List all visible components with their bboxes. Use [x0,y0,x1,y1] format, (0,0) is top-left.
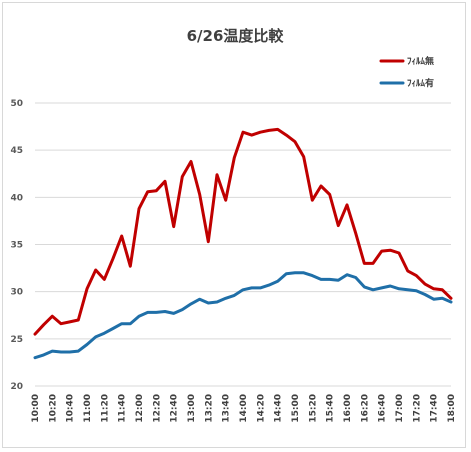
x-tick-label: 12:40 [170,394,180,423]
y-tick-label: 50 [10,99,23,109]
legend: ﾌｨﾙﾑ無 ﾌｨﾙﾑ有 [379,55,434,89]
y-tick-label: 25 [10,335,23,345]
chart-frame: 6/26温度比較 20 25 30 35 40 45 50 10:00 10:20 10:40 1… [2,2,466,448]
x-tick-label: 13:20 [204,394,214,423]
x-tick-label: 14:40 [274,394,284,423]
y-tick-label: 45 [10,146,23,156]
y-tick-label: 30 [10,288,23,298]
series-line-1 [33,127,453,336]
y-tick-label: 20 [10,382,23,392]
x-tick-label: 15:20 [308,394,318,423]
x-tick-label: 12:00 [135,394,145,423]
x-tick-label: 18:00 [447,394,457,423]
x-tick-label: 16:00 [343,394,353,423]
series-line-2 [33,271,453,360]
y-tick-label: 35 [10,241,23,251]
x-tick-label: 10:20 [48,394,58,423]
x-tick-label: 17:20 [412,394,422,423]
x-tick-label: 13:00 [187,394,197,423]
x-tick-label: 11:40 [118,394,128,423]
x-tick-label: 17:00 [395,394,405,423]
x-tick-label: 15:40 [326,394,336,423]
x-tick-label: 16:40 [378,394,388,423]
x-tick-label: 10:40 [66,394,76,423]
legend-label: ﾌｨﾙﾑ有 [407,77,434,89]
x-tick-label: 11:00 [83,394,93,423]
x-tick-label: 11:20 [100,394,110,423]
legend-label: ﾌｨﾙﾑ無 [407,55,434,67]
chart-title: 6/26温度比較 [187,27,285,45]
x-tick-label: 16:20 [360,394,370,423]
x-tick-label: 10:00 [31,394,41,423]
x-tick-label: 17:40 [430,394,440,423]
gridlines [35,102,451,387]
x-tick-label: 15:00 [291,394,301,423]
x-axis-ticks: 10:00 10:20 10:40 11:00 11:20 11:40 12:00 12:20… [31,394,457,423]
x-tick-label: 14:00 [239,394,249,423]
x-tick-label: 13:40 [222,394,232,423]
y-axis-ticks: 20 25 30 35 40 45 50 [10,99,23,392]
x-tick-label: 12:20 [152,394,162,423]
x-tick-label: 14:20 [256,394,266,423]
y-tick-label: 40 [10,193,23,203]
series-lines [33,127,453,360]
